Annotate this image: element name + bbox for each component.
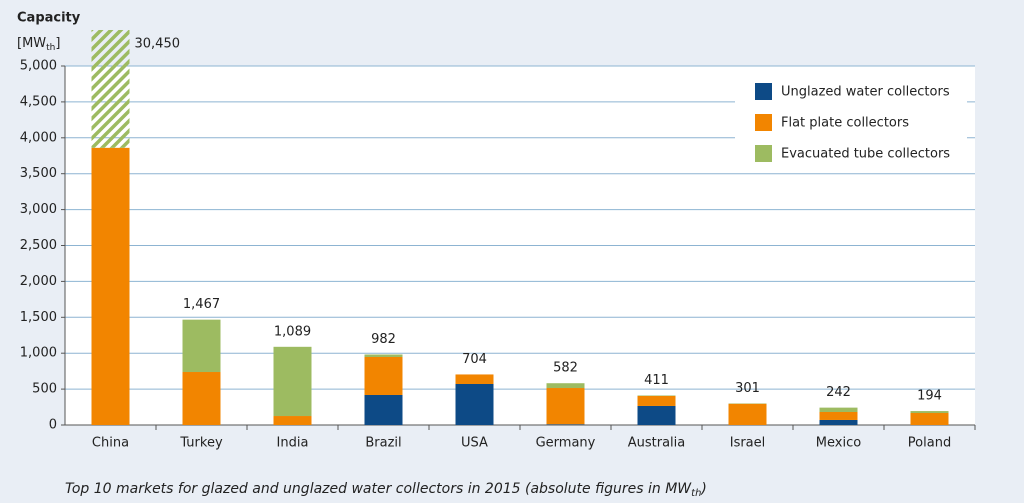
y-tick-label: 1,500	[20, 310, 57, 325]
bar-segment	[910, 411, 949, 414]
bar-segment	[546, 424, 585, 425]
bar-segment	[91, 30, 130, 148]
bar-segment	[637, 405, 676, 425]
x-tick-label: China	[92, 436, 129, 451]
legend-swatch	[755, 83, 772, 100]
legend-label: Evacuated tube collectors	[781, 147, 950, 162]
x-tick-label: India	[277, 436, 309, 451]
y-axis-unit: [MWth]	[17, 36, 60, 53]
bars	[91, 30, 949, 425]
bar-segment	[364, 394, 403, 425]
bar-segment	[91, 147, 130, 425]
total-label: 194	[917, 389, 942, 404]
legend-swatch	[755, 114, 772, 131]
x-tick-label: Brazil	[365, 436, 401, 451]
y-tick-label: 3,500	[20, 166, 57, 181]
bar-segment	[819, 419, 858, 425]
bar-segment	[637, 395, 676, 396]
bar-segment	[728, 403, 767, 425]
y-tick-label: 1,000	[20, 346, 57, 361]
bar-segment	[364, 354, 403, 358]
legend-swatch	[755, 145, 772, 162]
legend-label: Unglazed water collectors	[781, 85, 950, 100]
total-label: 1,089	[274, 324, 311, 339]
y-tick-label: 4,500	[20, 94, 57, 109]
bar-segment	[455, 384, 494, 425]
total-label: 1,467	[183, 297, 220, 312]
x-tick-label: Turkey	[179, 436, 223, 451]
x-tick-label: Mexico	[816, 436, 861, 451]
y-tick-label: 500	[32, 382, 57, 397]
bar-segment	[819, 412, 858, 420]
total-label: 30,450	[135, 37, 181, 52]
bar-segment	[637, 395, 676, 406]
bar-segment	[819, 407, 858, 413]
x-tick-label: USA	[461, 436, 488, 451]
y-tick-label: 3,000	[20, 202, 57, 217]
x-tick-label: Australia	[628, 436, 686, 451]
y-axis-title: Capacity	[17, 11, 81, 26]
bar-segment	[273, 416, 312, 425]
y-tick-label: 5,000	[20, 59, 57, 74]
y-tick-label: 4,000	[20, 130, 57, 145]
total-label: 582	[553, 361, 578, 376]
legend-box	[735, 74, 967, 170]
bar-segment	[364, 357, 403, 395]
caption: Top 10 markets for glazed and unglazed w…	[65, 481, 707, 499]
total-label: 982	[371, 332, 396, 347]
bar-segment	[910, 413, 949, 425]
total-label: 704	[462, 352, 487, 367]
bar-segment	[455, 374, 494, 385]
y-tick-label: 2,000	[20, 274, 57, 289]
legend-label: Flat plate collectors	[781, 116, 909, 131]
x-tick-label: Germany	[536, 436, 596, 451]
total-label: 301	[735, 381, 760, 396]
y-tick-label: 2,500	[20, 238, 57, 253]
bar-segment	[182, 319, 221, 373]
total-label: 242	[826, 385, 851, 400]
bar-segment	[273, 346, 312, 417]
x-tick-label: Israel	[730, 436, 766, 451]
bar-segment	[546, 388, 585, 425]
x-tick-label: Poland	[908, 436, 951, 451]
total-label: 411	[644, 373, 669, 388]
y-tick-label: 0	[49, 418, 57, 433]
bar-segment	[546, 383, 585, 389]
bar-segment	[182, 372, 221, 425]
